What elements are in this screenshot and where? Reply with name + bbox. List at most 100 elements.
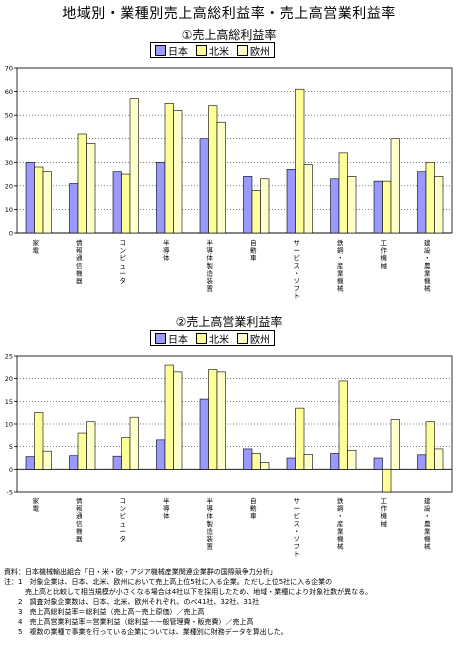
- chart2-category-label: 導: [207, 504, 214, 513]
- chart1-category-label: フ: [294, 285, 301, 293]
- chart1-ytick-label: 20: [5, 182, 13, 190]
- note-line: 3 売上高総利益率＝総利益（売上高－売上原価）／売上高: [4, 608, 205, 616]
- chart1-bar-na: [164, 103, 174, 234]
- chart1-category-label: 半: [163, 238, 170, 247]
- chart1-category-label: ン: [120, 247, 127, 255]
- chart1-bar-japan: [156, 161, 166, 234]
- chart2-category-label: ー: [294, 505, 301, 513]
- chart1-bar-japan: [417, 171, 427, 234]
- chart2-bar-japan: [417, 454, 427, 470]
- legend-swatch-eu: [237, 332, 248, 344]
- chart2-category-label: 半: [163, 496, 170, 505]
- chart2-bar-eu: [260, 462, 270, 470]
- chart2-category-label: ・: [294, 527, 301, 535]
- chart2-category-label: 導: [163, 504, 170, 513]
- chart1-bar-japan: [199, 138, 209, 234]
- chart1-bar-na: [295, 88, 305, 234]
- chart1-bar-na: [121, 173, 131, 234]
- chart2-category-label: 機: [424, 534, 431, 543]
- chart1-category-label: 作: [381, 246, 388, 255]
- chart1-bar-eu: [86, 143, 96, 234]
- chart1-bar-japan: [243, 176, 253, 234]
- chart1-category-label: 産: [337, 261, 344, 270]
- chart1-category-label: 半: [207, 238, 214, 247]
- chart2-ytick-label: 20: [5, 375, 13, 383]
- chart1-category-label: 置: [207, 285, 214, 293]
- chart2-bar-na: [251, 453, 261, 470]
- chart1-bar-japan: [330, 178, 340, 234]
- chart2-bar-eu: [42, 450, 52, 470]
- chart1-bar-japan: [112, 171, 122, 234]
- chart2-bar-japan: [243, 448, 253, 470]
- legend-swatch-na: [196, 44, 207, 56]
- legend-label-eu: 欧州: [250, 334, 270, 346]
- chart1-category-label: 電: [33, 247, 40, 255]
- chart2-category-label: 製: [207, 519, 214, 528]
- chart2-bar-na: [77, 432, 87, 470]
- chart2-category-label: 械: [337, 542, 344, 551]
- chart1-bar-na: [251, 190, 261, 234]
- chart1-category-label: 機: [424, 276, 431, 285]
- chart2-category-label: 造: [207, 526, 214, 535]
- legend-item-japan: 日本: [155, 331, 188, 346]
- chart2-ytick-label: 25: [5, 353, 13, 361]
- chart2-bar-japan: [112, 455, 122, 470]
- chart2-bar-na: [425, 421, 435, 470]
- chart2-category-label: 情: [76, 496, 83, 505]
- chart2-bar-na: [208, 369, 218, 470]
- chart1-bar-eu: [173, 110, 183, 234]
- chart1-bar-eu: [303, 164, 313, 234]
- chart1-category-label: 工: [381, 239, 388, 247]
- chart1-title: ①売上高総利益率: [181, 28, 277, 42]
- chart2-category-label: 工: [381, 497, 388, 505]
- chart2-bar-japan: [69, 455, 79, 470]
- chart1-bar-na: [338, 152, 348, 234]
- chart2-category-label: 作: [381, 504, 388, 513]
- page-title: 地域別・業種別売上高総利益率・売上高営業利益率: [62, 6, 396, 22]
- chart1-category-label: ・: [424, 254, 431, 262]
- chart1-ytick-label: 60: [5, 88, 13, 96]
- chart1-bar-eu: [129, 98, 139, 234]
- chart1-category-label: ー: [294, 247, 301, 255]
- chart1-category-label: ュ: [120, 262, 127, 270]
- chart2-bar-na: [338, 380, 348, 470]
- legend-swatch-eu: [237, 44, 248, 56]
- chart2-ytick-label: 5: [9, 443, 13, 451]
- chart2-category-label: フ: [294, 543, 301, 551]
- chart2-bar-japan: [286, 457, 296, 470]
- chart2-category-label: 業: [424, 526, 431, 535]
- chart2-category-label: ・: [424, 512, 431, 520]
- chart2-category-label: 鉄: [337, 496, 344, 505]
- note-line: 4 売上高営業利益率＝営業利益（総利益－一般管理費・販売費）／売上高: [4, 618, 254, 626]
- chart1-category-label: 業: [424, 268, 431, 277]
- legend-item-na: 北米: [196, 43, 229, 58]
- chart1-ytick-label: 50: [5, 112, 13, 120]
- chart1-category-label: 信: [76, 261, 83, 270]
- chart2-legend: 日本 北米 欧州: [150, 330, 275, 346]
- chart1-category-label: 装: [207, 276, 214, 285]
- chart1-category-label: 機: [76, 268, 83, 277]
- chart2-ytick-label: 0: [9, 466, 13, 474]
- chart1-category-label: 車: [250, 253, 257, 262]
- chart1-category-label: 器: [76, 277, 83, 285]
- legend-label-japan: 日本: [168, 334, 188, 346]
- legend-label-na: 北米: [209, 334, 229, 346]
- legend-item-eu: 欧州: [237, 331, 270, 346]
- chart2-category-label: 半: [207, 496, 214, 505]
- chart1-bar-eu: [390, 138, 400, 234]
- chart1-bar-na: [208, 105, 218, 234]
- chart1-category-label: 導: [163, 246, 170, 255]
- source-notes: 資料：日本機械輸出組合「日・米・欧・アジア機械産業関連企業群の国際競争力分析」 …: [4, 567, 454, 637]
- chart1-category-label: 機: [381, 253, 388, 262]
- chart1-category-label: 造: [207, 268, 214, 277]
- chart1-category-label: 械: [424, 284, 431, 293]
- chart1-legend: 日本 北米 欧州: [150, 42, 275, 58]
- chart2-bar-eu: [173, 371, 183, 470]
- note-line: 注：1 対象企業は、日本、北米、欧州において売上高上位5社に入る企業。ただし上位…: [4, 578, 333, 586]
- chart2-title: ②売上高営業利益率: [175, 315, 283, 329]
- chart1-category-label: ソ: [294, 277, 301, 285]
- chart1-category-label: 体: [207, 253, 214, 262]
- chart2-bar-japan: [330, 453, 340, 470]
- chart1-bar-eu: [42, 171, 52, 234]
- chart1-category-label: 体: [163, 253, 170, 262]
